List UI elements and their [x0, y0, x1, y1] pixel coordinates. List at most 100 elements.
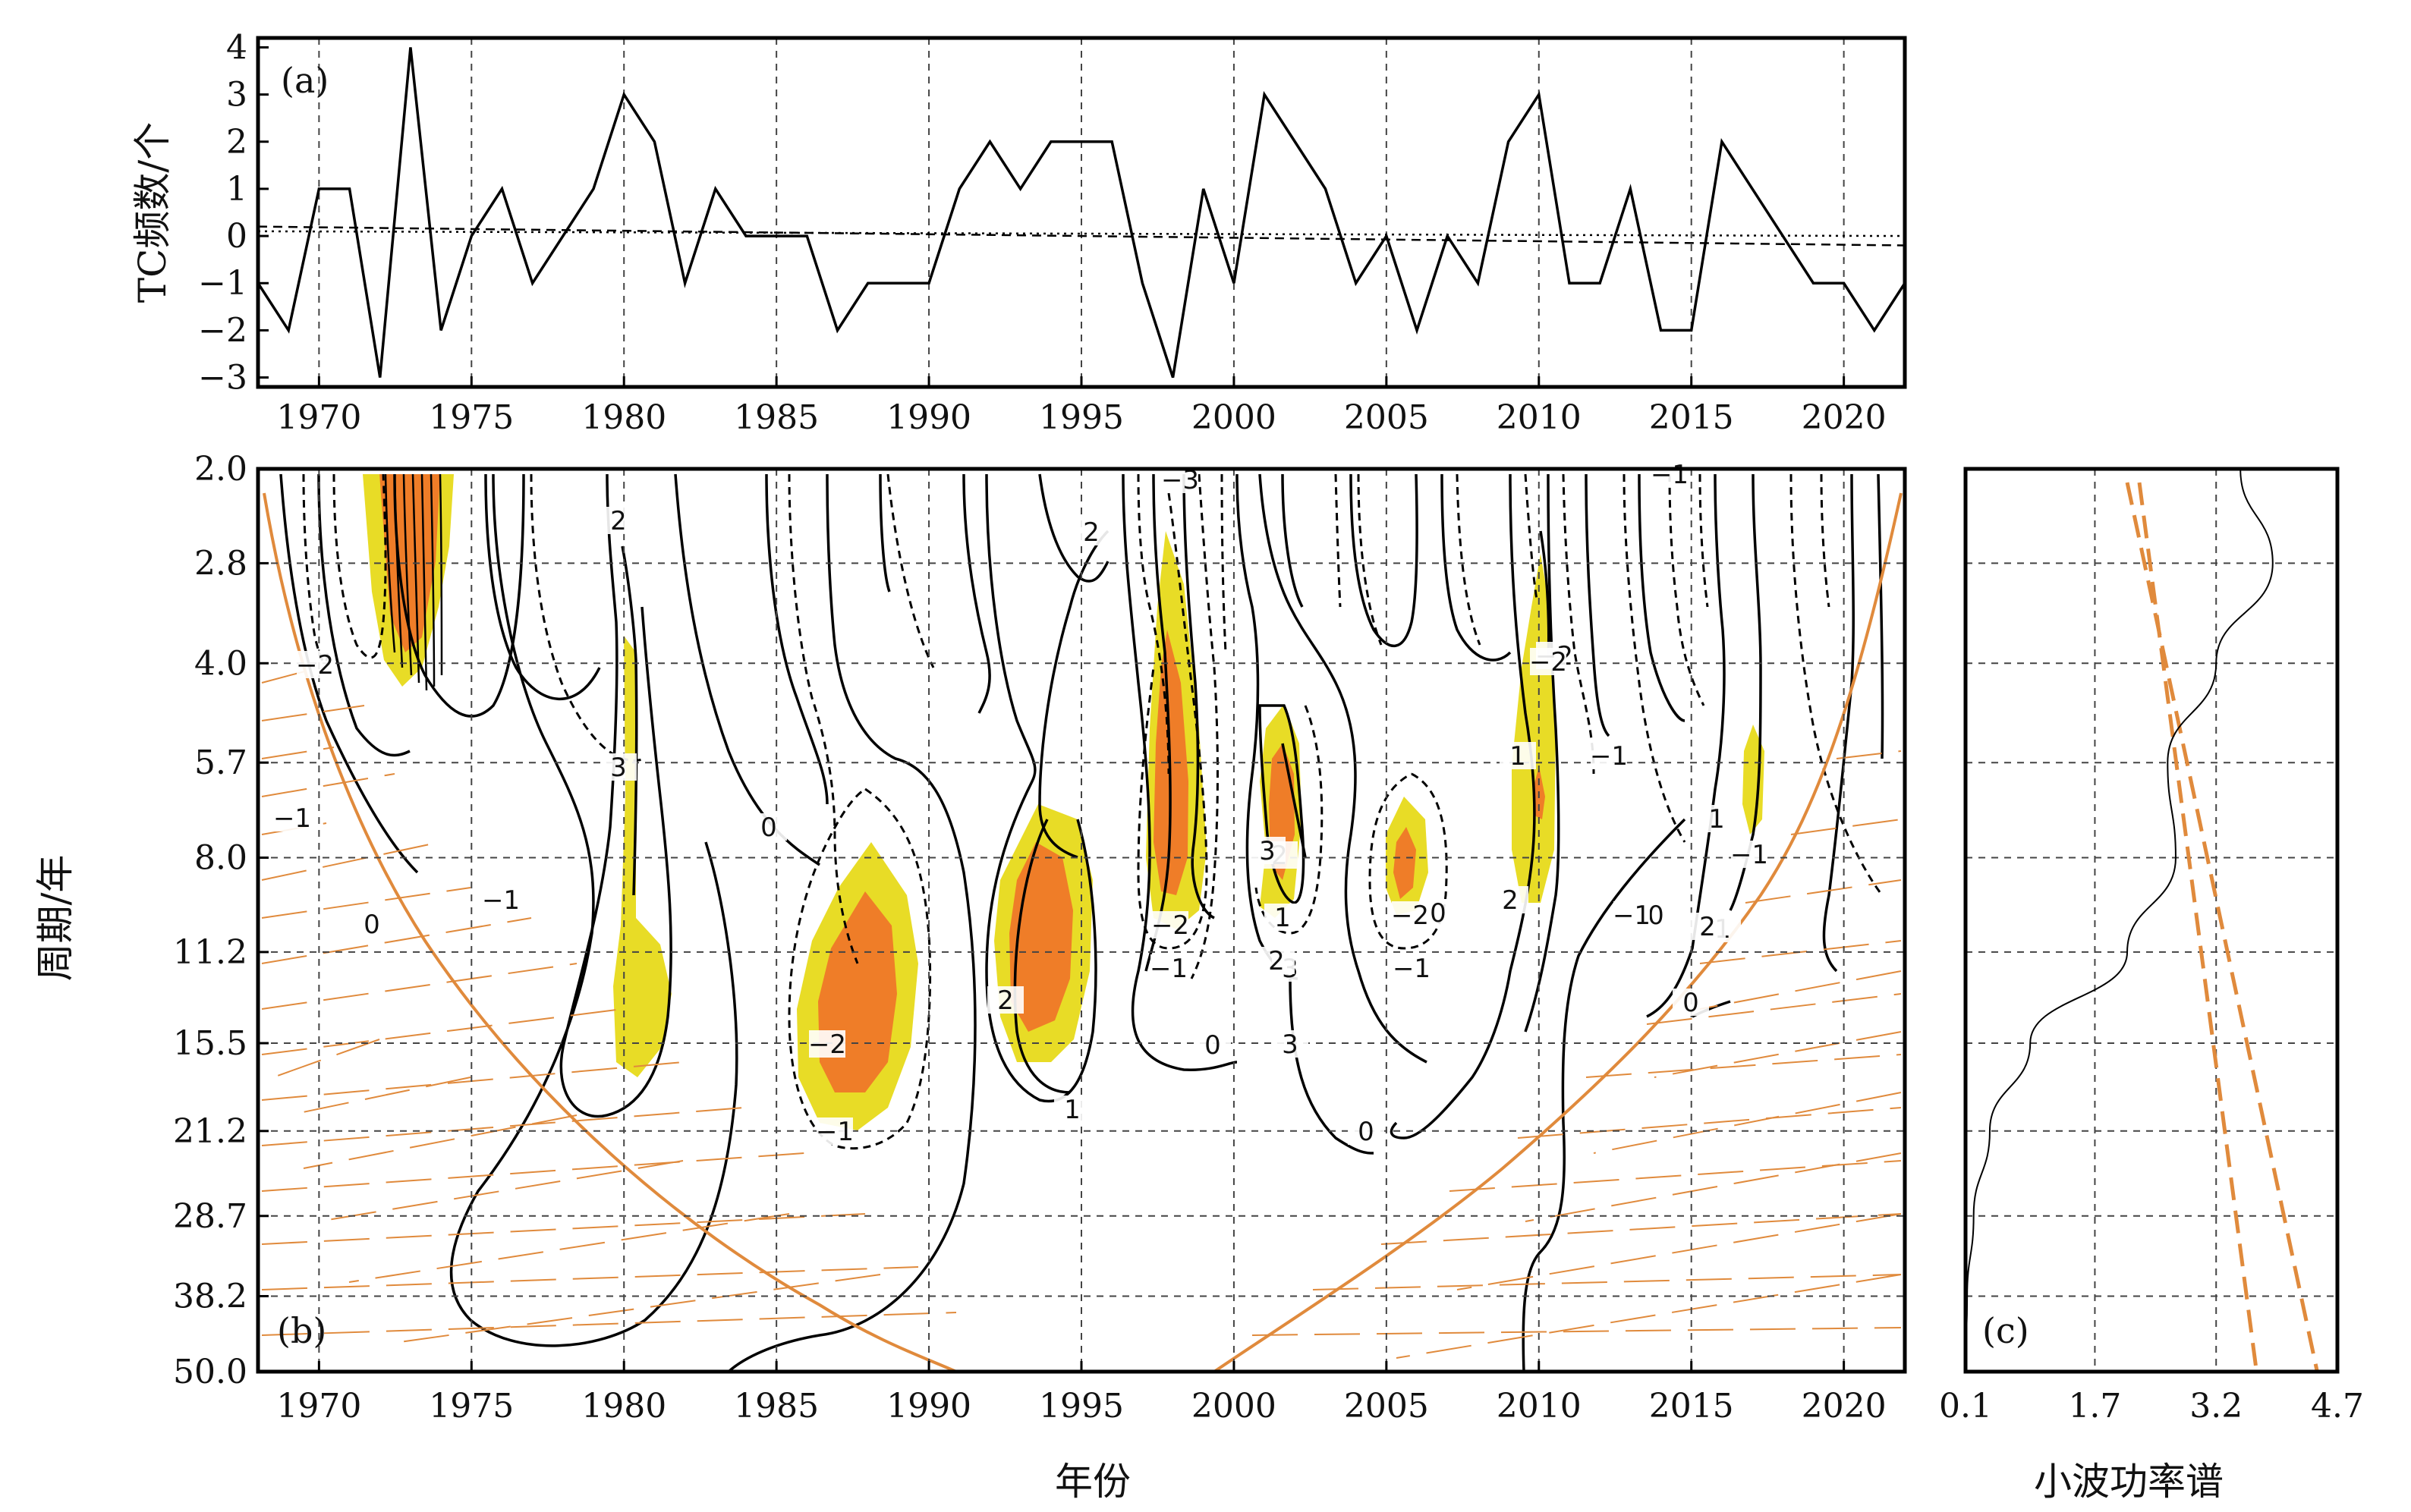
panel-c-x-tick-label: 4.7: [2311, 1387, 2364, 1426]
contour-line-negative: [788, 787, 932, 1150]
panel-b-y-tick-label: 11.2: [173, 933, 247, 972]
cone-hatch-line: [261, 917, 532, 964]
cone-hatch-line: [261, 1061, 684, 1101]
significance-region-2010: [1512, 554, 1556, 903]
significance-region-1980: [613, 636, 672, 1077]
cone-hatch-line: [1699, 940, 1902, 964]
contour-label: 1: [1064, 1095, 1081, 1125]
contour-line-negative: [302, 473, 329, 664]
panel-a-x-tick-label: 1990: [886, 398, 971, 437]
contour-label-bg: [1272, 1030, 1308, 1058]
panel-b-x-tick-label: 1985: [734, 1387, 819, 1426]
panel-a-x-tick-label: 1985: [734, 398, 819, 437]
cone-hatch-line: [1449, 1160, 1902, 1192]
cone-hatch-line: [272, 1039, 380, 1078]
panel-a-y-tick-label: 3: [226, 76, 247, 115]
panel-a-x-tick-label: 1970: [276, 398, 361, 437]
panel-a-grid: [258, 38, 1846, 387]
panel-a-frame: [256, 36, 1907, 389]
contour-line-negative: [1220, 473, 1227, 653]
contour-label-bg: [354, 910, 390, 938]
contour-label: −2: [296, 650, 334, 681]
panel-b-x-tick-label: 1980: [581, 1387, 666, 1426]
contour-label: 0: [364, 910, 380, 940]
panel-b-x-tick-label: 2020: [1802, 1387, 1887, 1426]
contour-label: −1: [273, 803, 311, 834]
cone-hatch-line: [1251, 1327, 1902, 1336]
contour-label-bg: [1264, 904, 1301, 931]
panel-a-x-tick-label: 1975: [429, 398, 514, 437]
cone-hatch-line: [1517, 1107, 1902, 1139]
contour-label: 1: [1708, 804, 1725, 835]
contour-labels: −322−2−130−1−2010−120123−2−13210−2−10−23…: [273, 460, 1768, 1147]
contour-line-negative: [1368, 772, 1448, 950]
panel-b-x-tick-label: 1990: [886, 1387, 971, 1426]
panel-a-y-tick-label: 0: [226, 217, 247, 256]
contour-label-bg: [987, 986, 1024, 1014]
cone-hatch-line: [261, 841, 441, 881]
contour-line: [1038, 530, 1110, 859]
panel-b-y-tick-label: 4.0: [194, 644, 247, 683]
cone-hatch-line: [261, 705, 365, 721]
contour-label-bg: [1258, 947, 1295, 974]
panel-a-x-tick-label: 1980: [581, 398, 666, 437]
contour-line: [393, 473, 525, 718]
global-wavelet-power-curve: [1966, 469, 2274, 1372]
panel-b-wavelet-contour: −322−2−130−1−2010−120123−2−13210−2−10−23…: [33, 450, 1907, 1504]
cone-hatch-line: [1745, 879, 1902, 904]
cone-hatch-line: [1456, 1213, 1902, 1290]
cone-hatch-line: [1593, 1092, 1902, 1154]
dashed-contours: [302, 473, 1884, 1150]
contour-line: [621, 545, 638, 896]
panel-c-frame: [1963, 467, 2340, 1374]
contour-line: [1349, 473, 1418, 647]
cone-left: [263, 492, 957, 1372]
panel-c-x-tick-label: 0.1: [1939, 1387, 1992, 1426]
contour-line: [559, 473, 672, 1118]
contour-line: [674, 473, 820, 866]
panel-a-x-tick-label: 2005: [1344, 398, 1429, 437]
contour-line: [1122, 473, 1238, 1071]
contour-line: [402, 473, 413, 676]
contour-line: [1822, 473, 1855, 973]
contour-line: [484, 473, 601, 700]
contour-line: [727, 473, 977, 1372]
contour-line-negative: [1190, 473, 1219, 979]
solid-contours: [279, 473, 1884, 1372]
contour-label: 2: [1699, 912, 1716, 942]
contour-label-bg: [817, 1117, 853, 1145]
panel-b-x-tick-labels: 1970 1975 1980 1985 1990 1995 2000 2005 2010 2015…: [276, 1387, 1886, 1426]
contour-label: −1: [1613, 901, 1651, 931]
contour-label-bg: [297, 651, 333, 678]
cone-hatch-line: [288, 1077, 471, 1116]
cone-right: [1213, 492, 1903, 1372]
cone-hatch-line: [261, 747, 335, 759]
panel-b-x-tick-label: 1975: [429, 1387, 514, 1426]
contour-line-negative: [1668, 473, 1705, 706]
contour-label: 3: [610, 753, 627, 783]
contour-label-bg: [1393, 954, 1430, 982]
contour-line: [1646, 473, 1726, 1018]
panel-c-x-tick-labels: 0.1 1.7 3.2 4.7: [1939, 1387, 2364, 1426]
contour-label: 2: [997, 985, 1014, 1016]
contour-line: [384, 473, 396, 653]
contour-label: −2: [1151, 910, 1189, 941]
cone-hatch-line: [1380, 1213, 1902, 1245]
contour-label: 3: [1259, 836, 1276, 866]
contour-line: [1877, 473, 1884, 759]
contour-label-bg: [1054, 1095, 1091, 1123]
contour-line-negative: [1137, 492, 1208, 950]
cone-hatch-line: [1396, 1274, 1902, 1359]
contour-line: [1440, 473, 1512, 662]
contour-label: 2: [1268, 946, 1285, 976]
contour-label-bg: [1150, 954, 1187, 982]
contour-label-bg: [1073, 518, 1110, 545]
panel-b-y-tick-label: 15.5: [173, 1024, 247, 1063]
panel-a-x-tick-label: 1995: [1039, 398, 1124, 437]
cone-hatching: [261, 667, 1902, 1359]
contour-line: [1638, 473, 1685, 722]
contour-label: −1: [482, 885, 520, 916]
contour-line: [1289, 978, 1374, 1155]
contour-label: −1: [1651, 460, 1689, 490]
